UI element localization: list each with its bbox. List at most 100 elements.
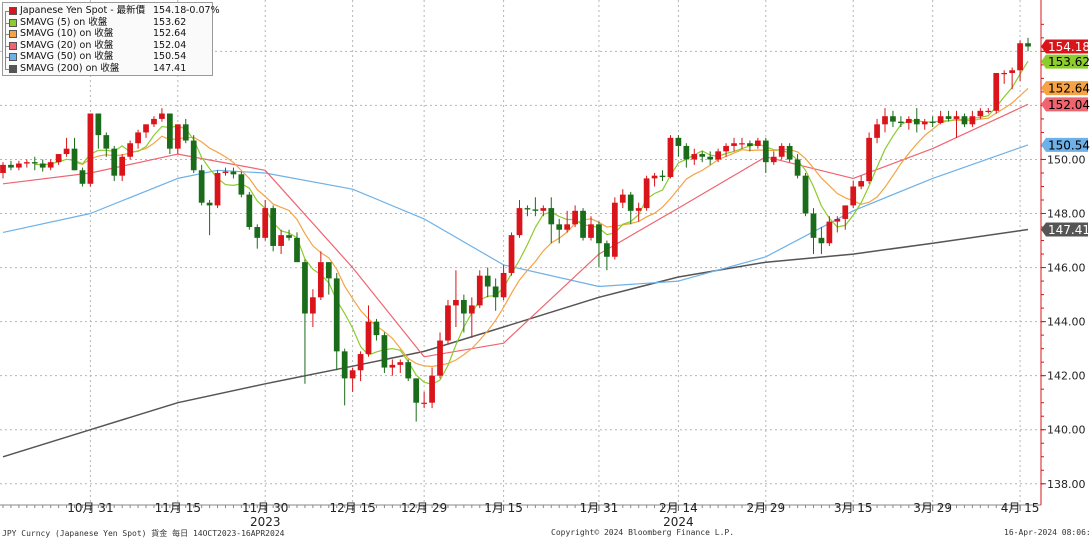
candle-body [182,124,189,141]
candle-body [111,148,118,176]
candle-body [103,135,110,149]
sma-50-tag-label: 150.54 [1048,138,1090,152]
legend-item: SMAVG (50) on 收盤 150.54 [5,51,212,63]
candle-body [341,351,348,379]
candle-body [500,272,507,298]
sma-50-tag-bg [1041,137,1088,152]
candle-body [715,151,721,160]
y-tick-label: 148.00 [1047,208,1086,221]
sma-200-line [2,228,1029,458]
sma-5-tag: 153.62 [1041,54,1090,69]
legend-name: SMAVG (200) on 收盤 [20,62,120,74]
candle-body [683,145,690,160]
candle-body [357,354,364,371]
candle-body [381,335,388,368]
x-tick-label: 1月 15 [484,501,523,515]
x-tick-label: 11月 30 [242,501,288,515]
legend-value: 153.62 [153,16,187,28]
candle-body [317,262,324,298]
candle-body [302,262,308,314]
price-tag-bg [1041,39,1088,54]
legend-value: 152.04 [153,39,187,51]
x-tick-label: 3月 15 [834,501,873,515]
candle-body [945,116,952,119]
candle-body [818,237,825,244]
candle-body [468,305,475,314]
x-axis: 10月 31 11月 15 11月 30 12月 15 12月 29 1月 15 1月 31… [0,501,1041,529]
candle-body [262,208,269,238]
candle-body [429,375,435,403]
x-tick-label: 12月 15 [329,501,375,515]
candle-body [23,162,30,164]
moving-average-lines [2,60,1029,458]
sma-200-tag-label: 147.41 [1048,223,1090,237]
price-tag-label: 154.18 [1048,40,1090,54]
candle-body [270,208,277,246]
candle-body [143,124,149,133]
candle-body [532,209,539,211]
candle-body [421,402,427,404]
candle-body [572,210,578,225]
y-axis: 138.00 140.00 142.00 144.00 146.00 148.00 150.… [1040,0,1086,505]
candle-body [953,116,960,119]
legend-swatch [9,53,17,62]
legend-tree-tick [5,11,9,12]
candle-body [667,137,674,178]
candle-body [651,175,658,179]
candle-body [47,162,54,168]
candle-body [937,116,944,123]
candle-body [198,170,205,203]
candle-body [619,194,626,203]
candle-body [230,171,237,175]
candle-body [437,340,443,376]
candle-body [286,235,292,238]
legend-item: Japanese Yen Spot - 最新價 154.18 -0.07% [5,5,220,17]
candle-body [405,362,412,379]
legend-swatch [9,30,17,39]
candle-body [778,145,785,157]
candle-body [762,140,769,163]
y-tick-label: 138.00 [1047,478,1086,491]
candle-body [604,243,610,257]
candle-body [492,286,499,298]
candle-body [365,321,372,355]
candle-body [8,164,14,168]
candle-body [294,237,300,263]
legend-value: 150.54 [153,51,187,63]
x-tick-label: 2月 14 [659,501,698,515]
candle-body [985,110,992,113]
candle-body [0,164,6,173]
candle-body [969,116,976,125]
candle-body [834,218,841,222]
sma-10-tag-bg [1041,81,1088,96]
candle-body [627,194,634,211]
legend-value: 154.18 [153,5,187,16]
candle-body [913,118,920,125]
candle-body [1025,43,1031,47]
sma-20-line [2,103,1029,358]
candle-body [119,156,126,176]
candle-body [739,143,745,145]
x-tick-label: 4月 15 [1001,501,1040,515]
candle-body [882,116,888,125]
candle-body [476,275,483,306]
sma-10-tag: 152.64 [1041,81,1090,96]
legend-name: Japanese Yen Spot - 最新價 [20,5,146,16]
y-tick-label: 142.00 [1047,370,1086,383]
footer-source: JPY Curncy (Japanese Yen Spot) 貨金 每日 14O… [2,529,285,538]
candle-body [731,143,737,146]
sma-10-tag-label: 152.64 [1048,82,1090,96]
candle-body [898,121,904,123]
candle-body [802,175,809,214]
legend-item: SMAVG (5) on 收盤 153.62 [5,16,212,29]
candle-body [445,305,451,341]
candle-body [659,175,666,178]
candle-body [159,113,165,119]
legend-tree-tick [5,45,9,47]
legend-name: SMAVG (5) on 收盤 [20,16,108,28]
candle-body [333,278,340,352]
candle-body [127,143,133,157]
sma-200-tag-bg [1041,222,1088,237]
